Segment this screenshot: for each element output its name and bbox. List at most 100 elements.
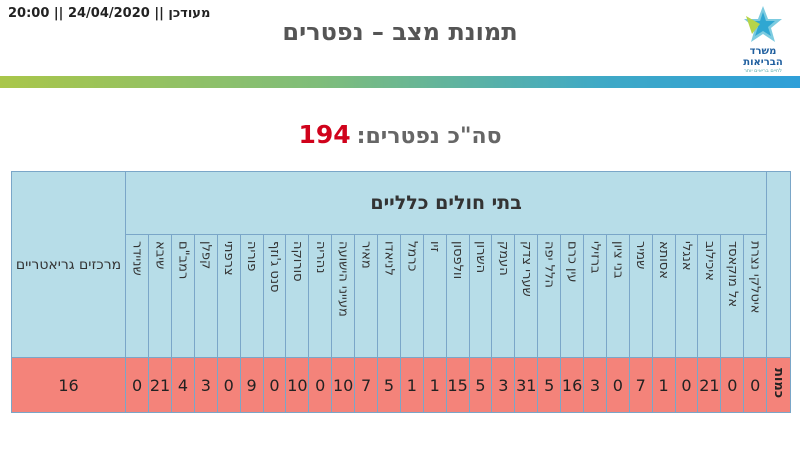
hospital-header-cell: כרמל: [399, 234, 424, 358]
hospital-name: נהריה: [312, 241, 328, 274]
hospital-name: איכילוב: [701, 241, 717, 281]
hospital-header-cell: שיבא: [148, 234, 172, 358]
hospital-value: 0: [216, 357, 241, 413]
hospital-value: 0: [720, 357, 745, 413]
hospital-value: 16: [560, 357, 585, 413]
hospital-header-cell: עין כרם: [560, 234, 585, 358]
hospital-name: אסותא: [656, 241, 672, 279]
hospital-value: 9: [239, 357, 264, 413]
hospital-name: איטלקי נצרת: [747, 241, 763, 314]
hospital-value: 0: [674, 357, 699, 413]
hospital-name: שמיר: [633, 241, 649, 270]
ministry-logo: משרד הבריאות לחיים בריאים יותר: [738, 4, 788, 74]
total-deaths: סה"כ נפטרים:194: [0, 120, 800, 149]
hospital-name: אל מוקאסד: [724, 241, 740, 308]
hospital-name: וולפסון: [450, 241, 466, 280]
hospital-name: שיבא: [152, 241, 168, 270]
hospital-header-cell: השרון: [468, 234, 493, 358]
hospital-header-cell: בני ציון: [605, 234, 630, 358]
hospital-header-cell: איכילוב: [697, 234, 722, 358]
hospital-name: מעייני הישועה: [335, 241, 351, 317]
hospital-name: בני ציון: [610, 241, 626, 279]
hospital-value: 3: [491, 357, 516, 413]
hospital-header-cell: קפלן: [193, 234, 218, 358]
hospital-name: צרפתי: [221, 241, 237, 276]
hospital-value: 21: [148, 357, 172, 413]
hospital-names-row: איטלקי נצרת אל מוקאסד איכילוב אנגלי אסותא שמי…: [12, 234, 791, 358]
hospital-header-cell: נהריה: [308, 234, 333, 358]
hospital-name: זיו: [427, 241, 443, 252]
hospital-name: ברזילי: [587, 241, 603, 274]
hospital-header-cell: אנגלי: [674, 234, 699, 358]
hospital-name: סנט ג'וזף: [266, 241, 282, 293]
header-group-row: בתי חולים כלליים מרכזים גריאטריים: [11, 171, 792, 358]
hospital-header-cell: העמק: [491, 234, 516, 358]
hospital-value: 15: [445, 357, 470, 413]
hospital-name: עין כרם: [564, 241, 580, 283]
hospital-name: הלל יפה: [541, 241, 557, 288]
hospital-header-cell: צרפתי: [216, 234, 241, 358]
hospital-value: 31: [514, 357, 539, 413]
hospital-header-cell: איטלקי נצרת: [743, 234, 768, 358]
hospital-header-cell: מעייני הישועה: [331, 234, 356, 358]
corner-cell: [766, 171, 792, 358]
hospital-value: 5: [537, 357, 562, 413]
hospital-name: כרמל: [404, 241, 420, 272]
total-value: 194: [298, 120, 351, 149]
hospital-header-cell: שערי צדק: [514, 234, 539, 358]
row-label-cell: כמות: [766, 357, 792, 413]
logo-star-icon: [744, 6, 782, 42]
hospital-header-cell: סורוקה: [285, 234, 310, 358]
hospital-header-cell: הלל יפה: [537, 234, 562, 358]
hospital-value: 1: [651, 357, 676, 413]
page-title: תמונת מצב – נפטרים: [282, 18, 518, 46]
hospital-header-cell: אסותא: [651, 234, 676, 358]
hospital-value: 0: [605, 357, 630, 413]
hospital-value: 0: [743, 357, 768, 413]
geriatric-value: 16: [11, 357, 126, 413]
hospital-name: אנגלי: [679, 241, 695, 271]
hospital-value: 0: [262, 357, 287, 413]
hospital-name: רמב"ם: [175, 241, 191, 280]
deaths-table: בתי חולים כלליים מרכזים גריאטריים איטלקי…: [11, 171, 792, 413]
hospital-name: שניידר: [129, 241, 145, 276]
hospital-value: 1: [399, 357, 424, 413]
hospital-value: 3: [583, 357, 607, 413]
hospital-value: 3: [193, 357, 218, 413]
values-row: כמות 0 0 21 0 1 7 0 3 16 5 31 3 5 15 1 1 5 7 10 0 10 0 9 0 3 4 21 0…: [11, 357, 792, 413]
hospital-name: מאיר: [358, 241, 374, 269]
hospital-value: 1: [422, 357, 447, 413]
hospital-value: 5: [377, 357, 401, 413]
hospital-header-cell: סנט ג'וזף: [262, 234, 287, 358]
geriatric-header: מרכזים גריאטריים: [11, 171, 126, 358]
hospital-name: לניאדו: [381, 241, 397, 276]
hospital-value: 7: [354, 357, 378, 413]
hospital-header-cell: שניידר: [124, 234, 150, 358]
updated-timestamp: מעודכן || 24/04/2020 || 20:00: [8, 6, 211, 21]
hospital-value: 10: [285, 357, 310, 413]
hospital-header-cell: לניאדו: [377, 234, 401, 358]
hospital-name: העמק: [495, 241, 511, 276]
hospital-value: 0: [308, 357, 333, 413]
hospital-header-cell: זיו: [422, 234, 447, 358]
total-label: סה"כ נפטרים:: [356, 124, 502, 149]
hospital-name: שערי צדק: [518, 241, 534, 297]
hospital-header-cell: מאיר: [354, 234, 378, 358]
hospital-header-cell: רמב"ם: [170, 234, 195, 358]
hospital-header-cell: שמיר: [628, 234, 653, 358]
hospital-header-cell: אל מוקאסד: [720, 234, 745, 358]
logo-name: משרד הבריאות: [743, 46, 783, 68]
hospital-value: 4: [170, 357, 195, 413]
logo-tagline: לחיים בריאים יותר: [743, 68, 783, 74]
hospital-header-cell: פוריה: [239, 234, 264, 358]
hospital-name: קפלן: [198, 241, 214, 270]
hospital-name: סורוקה: [289, 241, 305, 282]
hospital-name: פוריה: [244, 241, 260, 272]
hospital-value: 5: [468, 357, 493, 413]
row-label: כמות: [771, 367, 787, 399]
header-color-bar: [0, 76, 800, 88]
general-hospitals-header: בתי חולים כלליים: [124, 171, 768, 235]
hospital-name: השרון: [473, 241, 488, 274]
hospital-value: 0: [124, 357, 150, 413]
hospital-value: 10: [331, 357, 356, 413]
